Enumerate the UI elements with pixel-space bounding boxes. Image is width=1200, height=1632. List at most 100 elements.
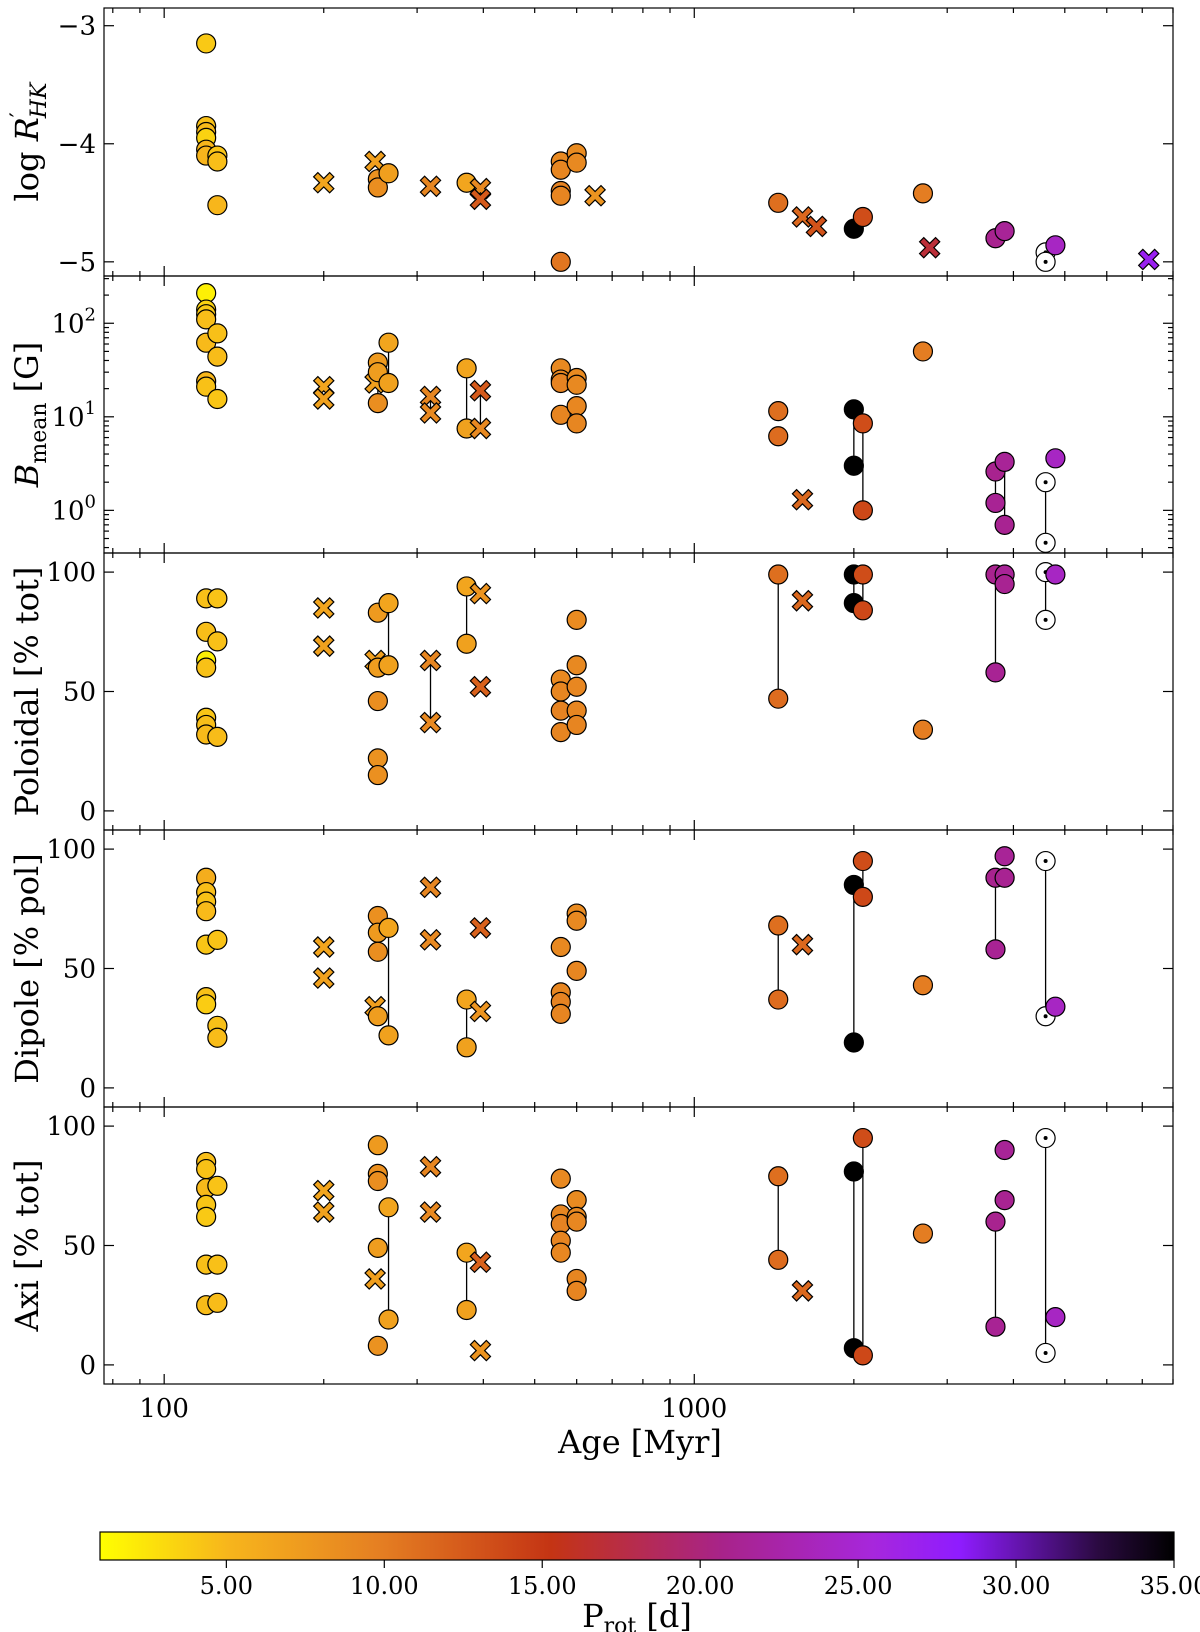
point-cross: [1137, 248, 1160, 271]
point-circle: [852, 886, 873, 907]
sun-dot: [1043, 1350, 1048, 1355]
colorbar-tick-label: 20.00: [666, 1572, 735, 1600]
point-circle: [566, 374, 587, 395]
point-circle: [367, 1335, 388, 1356]
point-circle: [196, 1158, 217, 1180]
point-circle: [912, 183, 934, 204]
point-cross: [469, 417, 492, 440]
sun-dot: [1043, 1136, 1048, 1141]
point-sun: [1035, 609, 1056, 630]
point-cross: [312, 967, 335, 990]
y-tick-label-exp: 1: [85, 398, 96, 419]
point-sun: [1035, 850, 1056, 872]
point-cross: [419, 401, 442, 424]
point-cross: [469, 582, 492, 605]
point-circle: [1045, 448, 1066, 469]
point-circle: [456, 1299, 477, 1321]
point-circle: [1045, 1307, 1066, 1328]
point-cross: [312, 1201, 335, 1224]
point-circle: [566, 1280, 587, 1301]
y-tick-label: 0: [79, 1351, 96, 1381]
y-title-b: B: [8, 464, 46, 489]
colorbar: 5.00 10.00 15.00 20.00 25.00 30.00 35.00 Prot …: [99, 1531, 1200, 1632]
point-cross: [419, 649, 442, 672]
point-circle: [196, 901, 217, 922]
point-circle: [566, 960, 587, 981]
point-circle: [985, 939, 1006, 960]
point-circle: [367, 393, 388, 414]
point-circle: [367, 1006, 388, 1027]
sun-dot: [1043, 480, 1048, 485]
point-circle: [994, 221, 1015, 242]
point-circle: [207, 1254, 228, 1275]
panel-frame: [103, 552, 1174, 831]
point-circle: [456, 358, 477, 379]
point-cross: [791, 589, 814, 612]
point-circle: [852, 1127, 873, 1149]
colorbar-tick-label: 30.00: [982, 1572, 1051, 1600]
point-sun: [1035, 1342, 1056, 1364]
y-title-sub: mean: [27, 403, 52, 464]
point-circle: [994, 514, 1015, 535]
point-circle: [566, 609, 587, 630]
point-circle: [207, 151, 228, 172]
point-cross: [469, 1339, 492, 1362]
y-title-log: log: [8, 141, 46, 201]
point-circle: [768, 401, 789, 422]
point-circle: [550, 185, 571, 206]
point-circle: [207, 588, 228, 609]
point-circle: [550, 1168, 571, 1189]
y-tick-label: −5: [58, 248, 96, 278]
point-circle: [985, 1211, 1006, 1232]
point-circle: [456, 633, 477, 654]
point-circle: [207, 195, 228, 216]
point-circle: [207, 726, 228, 747]
point-circle: [378, 1309, 399, 1330]
point-circle: [985, 1316, 1006, 1337]
point-circle: [378, 332, 399, 353]
point-cross: [419, 385, 442, 408]
sun-dot: [1043, 859, 1048, 864]
point-sun: [1035, 532, 1056, 553]
point-cross: [312, 596, 335, 619]
panel-frame: [103, 829, 1174, 1108]
y-tick-label: 101: [51, 398, 96, 433]
point-cross: [469, 1251, 492, 1274]
point-circle: [367, 941, 388, 962]
point-cross: [469, 1000, 492, 1023]
point-cross: [419, 928, 442, 951]
y-tick-label: 0: [79, 1074, 96, 1104]
point-circle: [207, 1175, 228, 1196]
colorbar-tick-label: 5.00: [200, 1572, 253, 1600]
point-circle: [994, 867, 1015, 888]
y-title-prime: ′: [7, 112, 32, 117]
point-circle: [912, 1223, 934, 1244]
point-circle: [912, 975, 934, 996]
sun-dot: [1043, 540, 1048, 545]
point-circle: [852, 206, 873, 228]
point-circle: [196, 33, 217, 54]
sun-dot: [1043, 1014, 1048, 1019]
panel-logrhk: −3 −4 −5 log R′HK: [7, 7, 1174, 278]
point-circle: [550, 1242, 571, 1263]
point-circle: [852, 564, 873, 585]
point-cross: [791, 933, 814, 956]
point-circle: [378, 655, 399, 676]
point-circle: [852, 850, 873, 872]
point-circle: [852, 600, 873, 621]
y-tick-label-base: 10: [51, 403, 84, 433]
point-circle: [566, 910, 587, 931]
colorbar-title-main: P: [582, 1597, 604, 1632]
point-circle: [768, 564, 789, 585]
panel-frame: [103, 275, 1174, 554]
point-circle: [207, 929, 228, 950]
point-cross: [469, 916, 492, 939]
point-circle: [378, 917, 399, 939]
point-cross: [469, 675, 492, 698]
point-circle: [566, 676, 587, 697]
y-tick-label: 100: [46, 1112, 96, 1142]
point-circle: [550, 251, 571, 272]
point-circle: [1045, 996, 1066, 1017]
